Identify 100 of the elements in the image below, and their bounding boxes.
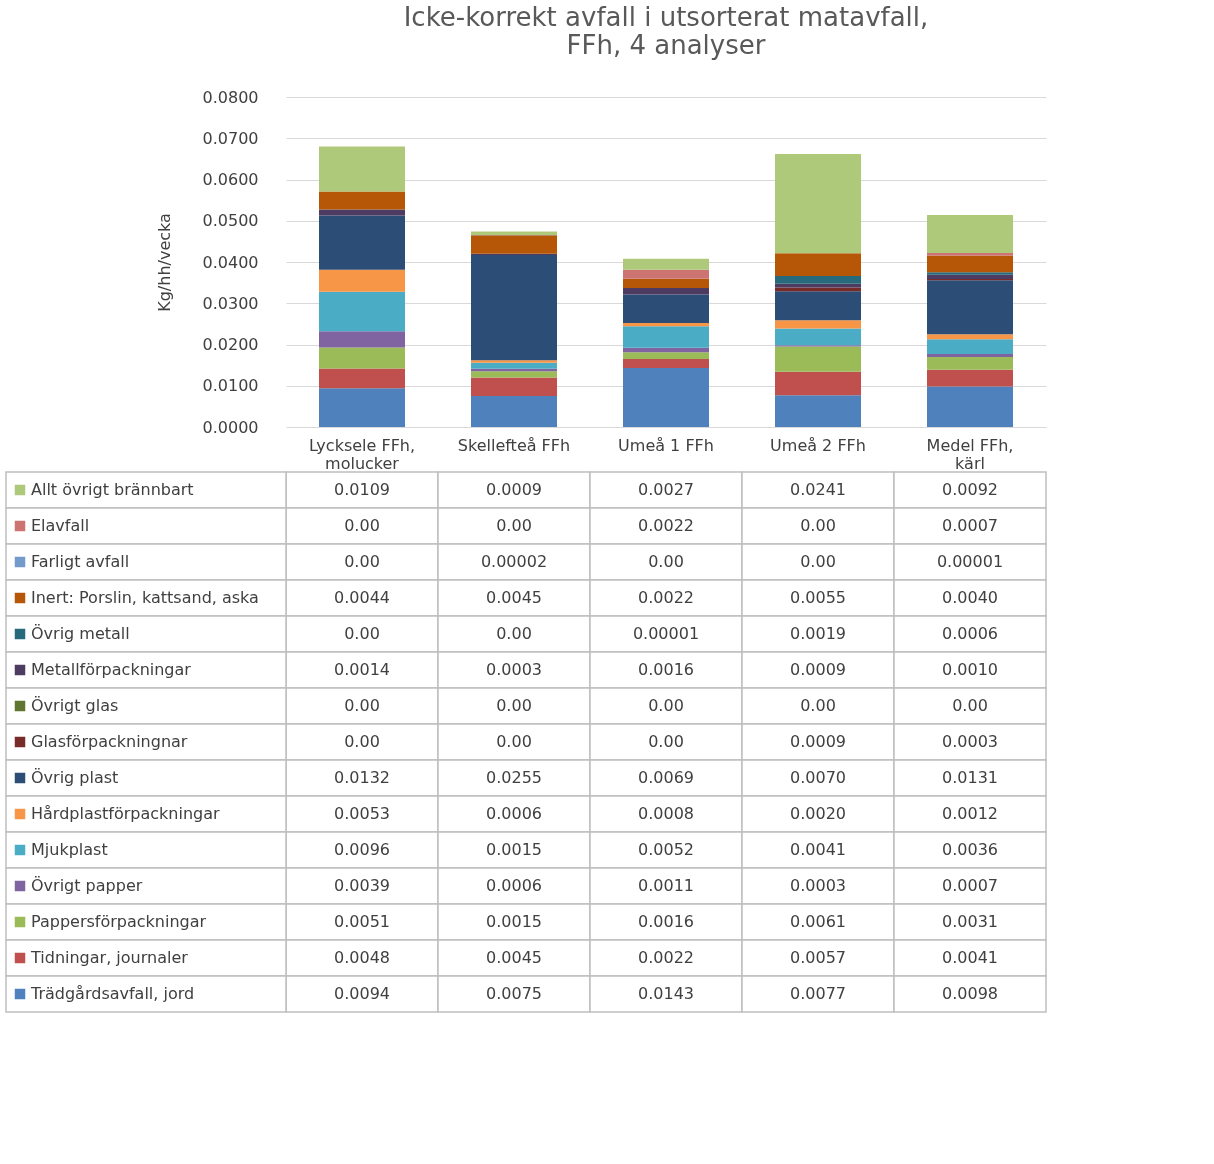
bar xyxy=(471,371,557,378)
legend-label: Tidningar, journaler xyxy=(30,948,189,967)
y-tick-label: 0.0500 xyxy=(202,211,259,231)
y-tick-label: 0.0200 xyxy=(202,335,259,354)
data-label: 0.0006 xyxy=(486,804,542,823)
bar xyxy=(471,235,557,254)
data-label: 0.0051 xyxy=(334,912,390,931)
data-label: 0.0040 xyxy=(942,588,998,607)
y-tick-label: 0.0300 xyxy=(202,293,259,313)
bar xyxy=(623,258,709,270)
x-tick-label: Umeå 1 FFh xyxy=(618,435,714,455)
bar xyxy=(775,291,861,321)
bar xyxy=(319,269,405,292)
x-tick-label: Lycksele FFh, molucker xyxy=(308,435,416,473)
data-label: 0.00001 xyxy=(936,552,1004,571)
data-label: 0.0009 xyxy=(486,480,542,499)
legend-label: Glasförpackningnar xyxy=(31,732,188,751)
data-label: 0.00 xyxy=(648,696,684,715)
y-tick-label: 0.0400 xyxy=(202,252,259,272)
data-label: 0.0020 xyxy=(790,804,846,823)
data-label: 0.00001 xyxy=(632,624,700,643)
legend-label: Övrigt glas xyxy=(31,696,119,715)
bar xyxy=(775,371,861,396)
legend-label: Övrig metall xyxy=(31,624,130,643)
data-label: 0.0143 xyxy=(638,984,694,1003)
data-label: 0.0096 xyxy=(334,840,390,859)
data-label: 0.00 xyxy=(800,696,836,715)
data-label: 0.00 xyxy=(648,732,684,751)
data-label: 0.0045 xyxy=(486,948,542,967)
bar xyxy=(623,269,709,279)
data-label: 0.0006 xyxy=(942,624,998,643)
data-label: 0.0057 xyxy=(790,948,846,967)
data-label: 0.00 xyxy=(344,516,380,535)
data-label: 0.00 xyxy=(344,552,380,571)
data-label: 0.0027 xyxy=(638,480,694,499)
data-label: 0.0094 xyxy=(334,984,390,1003)
data-label: 0.0011 xyxy=(638,876,694,895)
bar xyxy=(471,231,557,236)
data-label: 0.00 xyxy=(800,552,836,571)
data-label: 0.0075 xyxy=(486,984,542,1003)
data-label: 0.00 xyxy=(648,552,684,571)
legend-label: Elavfall xyxy=(31,516,90,535)
bar xyxy=(775,283,861,288)
bar xyxy=(927,214,1013,253)
legend-label: Mjukplast xyxy=(31,840,108,859)
bar xyxy=(927,386,1013,427)
data-label: 0.00 xyxy=(344,624,380,643)
bar xyxy=(927,272,1013,275)
data-label: 0.0109 xyxy=(334,480,390,499)
y-tick-label: 0.0000 xyxy=(202,417,259,437)
data-label: 0.0069 xyxy=(638,768,694,787)
data-label: 0.0019 xyxy=(790,624,846,643)
y-tick-label: 0.0100 xyxy=(202,376,259,396)
bar xyxy=(471,254,557,361)
bar xyxy=(319,388,405,427)
data-label: 0.0007 xyxy=(942,516,998,535)
data-label: 0.0006 xyxy=(486,876,542,895)
data-label: 0.0036 xyxy=(942,840,998,859)
bar xyxy=(927,274,1013,279)
bar xyxy=(319,347,405,369)
bar xyxy=(319,291,405,332)
legend-label: Övrig plast xyxy=(31,768,119,787)
bar xyxy=(927,339,1013,354)
bar xyxy=(623,326,709,348)
bar xyxy=(471,377,557,397)
bar xyxy=(623,287,709,295)
bar xyxy=(775,346,861,372)
data-label: 0.0003 xyxy=(486,660,542,679)
bar xyxy=(319,146,405,192)
data-label: 0.0044 xyxy=(334,588,390,607)
bar xyxy=(471,396,557,427)
legend-label: Övrigt papper xyxy=(31,876,143,895)
data-label: 0.0255 xyxy=(486,768,542,787)
legend-label: Trädgårdsavfall, jord xyxy=(30,984,195,1003)
data-label: 0.00 xyxy=(496,696,532,715)
bar xyxy=(623,352,709,359)
data-label: 0.0061 xyxy=(790,912,846,931)
legend-label: Inert: Porslin, kattsand, aska xyxy=(31,588,259,607)
data-label: 0.0007 xyxy=(942,876,998,895)
x-tick-label: Skellefteå FFh xyxy=(457,435,571,455)
data-label: 0.0039 xyxy=(334,876,390,895)
bar xyxy=(623,358,709,369)
bar xyxy=(927,255,1013,273)
x-tick-label: Medel FFh, kärl xyxy=(926,435,1014,473)
legend-label: Farligt avfall xyxy=(31,552,130,571)
data-label: 0.0077 xyxy=(790,984,846,1003)
data-label: 0.0022 xyxy=(638,516,694,535)
legend-label: Hårdplastförpackningar xyxy=(31,804,221,823)
data-label: 0.0052 xyxy=(638,840,694,859)
data-label: 0.0016 xyxy=(638,660,694,679)
data-label: 0.00 xyxy=(952,696,988,715)
data-label: 0.0241 xyxy=(790,480,846,499)
bar xyxy=(775,253,861,277)
data-label: 0.0008 xyxy=(638,804,694,823)
bar xyxy=(319,215,405,270)
data-label: 0.00 xyxy=(496,624,532,643)
bar xyxy=(319,191,405,210)
data-label: 0.0009 xyxy=(790,732,846,751)
bar xyxy=(623,323,709,327)
data-label: 0.0098 xyxy=(942,984,998,1003)
